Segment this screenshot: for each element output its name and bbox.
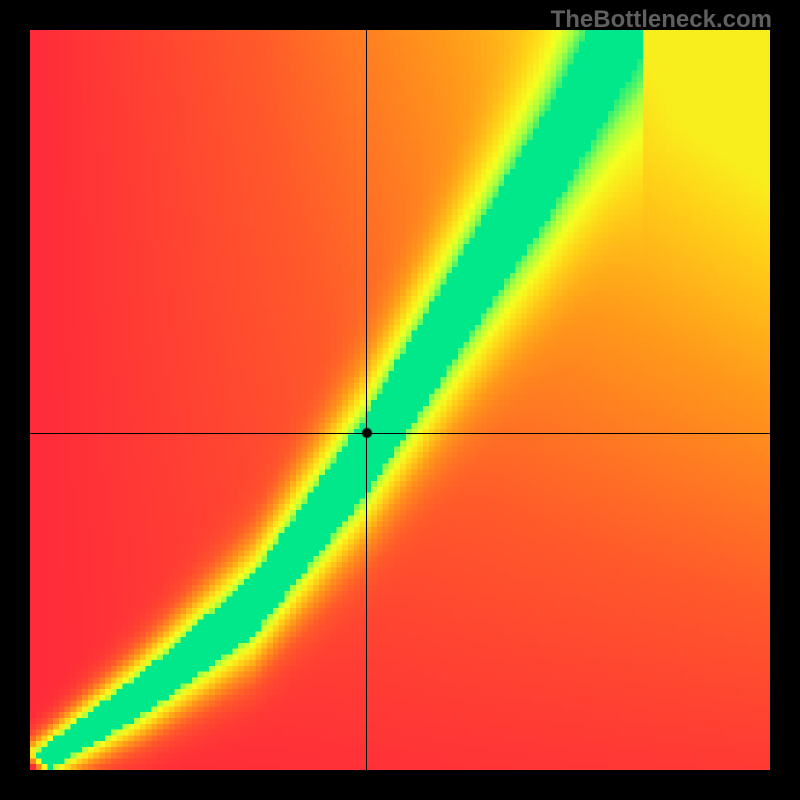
crosshair-vertical (366, 30, 367, 770)
bottleneck-heatmap (30, 30, 770, 770)
crosshair-dot (361, 427, 373, 439)
chart-container: TheBottleneck.com (0, 0, 800, 800)
watermark-text: TheBottleneck.com (551, 6, 772, 34)
crosshair-horizontal (30, 433, 770, 434)
